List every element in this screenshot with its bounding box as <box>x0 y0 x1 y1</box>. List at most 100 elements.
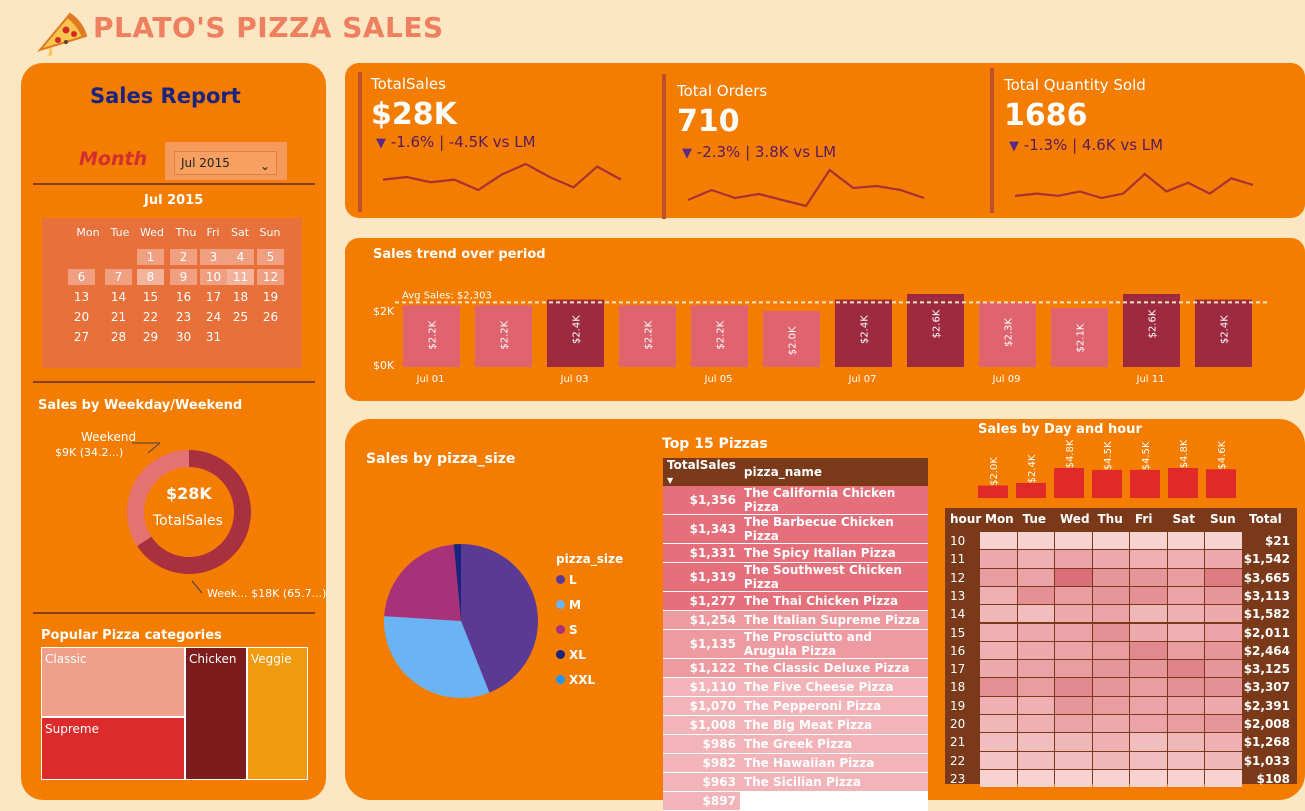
heatmap-cell[interactable] <box>1092 532 1129 550</box>
day-bar[interactable] <box>978 485 1008 499</box>
heatmap-cell[interactable] <box>1055 641 1092 660</box>
heatmap-cell[interactable] <box>1055 623 1092 641</box>
heatmap-cell[interactable] <box>1092 623 1129 641</box>
day-bar[interactable] <box>1130 469 1160 498</box>
heatmap-cell[interactable] <box>1167 532 1204 550</box>
table-row[interactable]: $1,331 The Spicy Italian Pizza <box>663 543 928 563</box>
heatmap-cell[interactable] <box>1017 623 1054 641</box>
month-select[interactable]: Jul 2015 ⌄ <box>165 142 287 180</box>
heatmap-cell[interactable] <box>1055 660 1092 678</box>
heatmap-cell[interactable] <box>1055 678 1092 696</box>
heatmap-cell[interactable] <box>980 568 1017 586</box>
table-row[interactable]: $986 The Greek Pizza <box>663 734 928 754</box>
legend-item[interactable]: L <box>556 573 577 587</box>
heatmap-cell[interactable] <box>1092 715 1129 733</box>
calendar-day[interactable]: 26 <box>262 310 279 324</box>
trend-bar[interactable] <box>1195 299 1252 367</box>
day-bar[interactable] <box>1016 483 1046 498</box>
trend-bar[interactable] <box>547 299 604 367</box>
heatmap-cell[interactable] <box>1092 769 1129 788</box>
heatmap-cell[interactable] <box>1017 769 1054 788</box>
heatmap-cell[interactable] <box>1092 733 1129 751</box>
calendar-day[interactable]: 12 <box>257 269 284 285</box>
heatmap-cell[interactable] <box>1092 678 1129 696</box>
table-row[interactable]: $1,343 The Barbecue Chicken Pizza <box>663 514 928 544</box>
calendar-day[interactable]: 19 <box>262 290 279 304</box>
trend-bar[interactable] <box>691 305 748 367</box>
heatmap-cell[interactable] <box>1092 751 1129 769</box>
day-bar[interactable] <box>1092 469 1122 498</box>
heatmap-cell[interactable] <box>1205 623 1242 641</box>
trend-bar[interactable] <box>907 294 964 367</box>
heatmap-cell[interactable] <box>1167 769 1204 788</box>
heatmap-cell[interactable] <box>1092 550 1129 568</box>
heatmap-cell[interactable] <box>980 678 1017 696</box>
calendar-day[interactable]: 15 <box>142 290 159 304</box>
heatmap-cell[interactable] <box>1130 641 1167 660</box>
calendar-day[interactable]: 29 <box>142 330 159 344</box>
heatmap-col-day[interactable]: Thu <box>1097 512 1123 526</box>
heatmap-cell[interactable] <box>1205 586 1242 605</box>
heatmap-col-hour[interactable]: hour <box>950 512 982 526</box>
calendar-day[interactable]: 7 <box>105 269 132 285</box>
calendar-day[interactable]: 30 <box>175 330 192 344</box>
col-total-sales[interactable]: TotalSales ▼ <box>663 458 740 486</box>
heatmap-cell[interactable] <box>980 715 1017 733</box>
heatmap-cell[interactable] <box>1205 568 1242 586</box>
heatmap-cell[interactable] <box>1055 733 1092 751</box>
calendar-day[interactable]: 25 <box>232 310 249 324</box>
pie-slice-l[interactable] <box>461 544 538 693</box>
heatmap-cell[interactable] <box>1130 568 1167 586</box>
calendar-day[interactable]: 16 <box>175 290 192 304</box>
heatmap-cell[interactable] <box>980 769 1017 788</box>
calendar-day[interactable]: 10 <box>200 269 227 285</box>
calendar-day[interactable]: 8 <box>137 269 164 285</box>
heatmap-cell[interactable] <box>1017 660 1054 678</box>
table-row[interactable]: $963 The Sicilian Pizza <box>663 772 928 792</box>
heatmap-cell[interactable] <box>1055 751 1092 769</box>
heatmap-cell[interactable] <box>1055 696 1092 714</box>
heatmap-cell[interactable] <box>980 641 1017 660</box>
heatmap-cell[interactable] <box>1130 623 1167 641</box>
heatmap-cell[interactable] <box>1167 641 1204 660</box>
heatmap-cell[interactable] <box>1092 568 1129 586</box>
table-row[interactable]: $1,122 The Classic Deluxe Pizza <box>663 658 928 678</box>
heatmap-cell[interactable] <box>1167 733 1204 751</box>
heatmap-cell[interactable] <box>1092 696 1129 714</box>
table-row[interactable]: $1,110 The Five Cheese Pizza <box>663 677 928 697</box>
trend-bar[interactable] <box>979 302 1036 367</box>
heatmap-cell[interactable] <box>1055 715 1092 733</box>
calendar-day[interactable]: 13 <box>73 290 90 304</box>
calendar-day[interactable]: 11 <box>227 269 254 285</box>
pie-slice-xl[interactable] <box>453 544 461 621</box>
heatmap-cell[interactable] <box>1167 660 1204 678</box>
treemap-veggie[interactable]: Veggie <box>247 647 308 780</box>
heatmap-cell[interactable] <box>1017 751 1054 769</box>
calendar-day[interactable]: 6 <box>68 269 95 285</box>
heatmap-cell[interactable] <box>1205 660 1242 678</box>
heatmap-cell[interactable] <box>1205 733 1242 751</box>
heatmap-cell[interactable] <box>1092 586 1129 605</box>
heatmap-cell[interactable] <box>1205 751 1242 769</box>
heatmap-cell[interactable] <box>1167 696 1204 714</box>
heatmap-cell[interactable] <box>1017 568 1054 586</box>
table-row[interactable]: $982 The Hawaiian Pizza <box>663 753 928 773</box>
calendar-day[interactable]: 31 <box>205 330 222 344</box>
heatmap-cell[interactable] <box>1205 550 1242 568</box>
heatmap-cell[interactable] <box>1017 532 1054 550</box>
heatmap-cell[interactable] <box>1130 696 1167 714</box>
trend-bar[interactable] <box>475 305 532 367</box>
table-row[interactable]: $1,008 The Big Meat Pizza <box>663 715 928 735</box>
heatmap-cell[interactable] <box>980 696 1017 714</box>
calendar-day[interactable]: 27 <box>73 330 90 344</box>
heatmap-cell[interactable] <box>1167 550 1204 568</box>
trend-bar[interactable] <box>619 305 676 367</box>
table-row[interactable]: $1,319 The Southwest Chicken Pizza <box>663 562 928 592</box>
calendar-day[interactable]: 20 <box>73 310 90 324</box>
heatmap-cell[interactable] <box>1130 550 1167 568</box>
pie-slice-m[interactable] <box>384 616 490 698</box>
trend-bar[interactable] <box>1123 294 1180 367</box>
heatmap-cell[interactable] <box>1130 605 1167 623</box>
heatmap-cell[interactable] <box>1017 696 1054 714</box>
heatmap-cell[interactable] <box>980 751 1017 769</box>
